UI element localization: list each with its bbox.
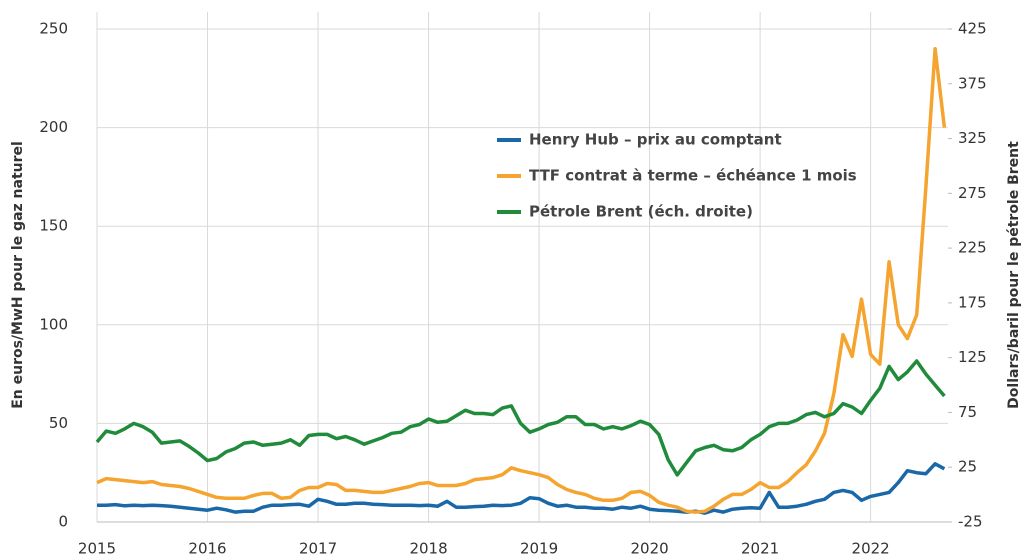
x-tick-label: 2018 <box>409 540 447 558</box>
y-axis-title: En euros/MwH pour le gaz naturel <box>10 141 26 409</box>
y2-tick-label: 225 <box>958 239 987 257</box>
y2-axis-title: Dollars/baril pour le pétrole Brent <box>1006 141 1022 409</box>
y-tick-label: 0 <box>58 513 68 531</box>
y2-tick-label: 325 <box>958 129 987 147</box>
y-tick-label: 100 <box>39 315 68 333</box>
x-tick-label: 2017 <box>299 540 337 558</box>
y2-tick-label: 75 <box>958 403 977 421</box>
y2-tick-label: 175 <box>958 293 987 311</box>
y2-tick-label: 375 <box>958 74 987 92</box>
series-line <box>95 359 946 477</box>
y-tick-label: 250 <box>39 20 68 38</box>
y-tick-label: 200 <box>39 118 68 136</box>
x-tick-label: 2015 <box>78 540 116 558</box>
y2-tick-label: 425 <box>958 20 987 38</box>
y-tick-label: 50 <box>49 414 68 432</box>
x-tick-label: 2022 <box>852 540 890 558</box>
y2-tick-label: -25 <box>958 513 983 531</box>
legend-text: Henry Hub – prix au comptant <box>529 131 782 149</box>
x-tick-label: 2016 <box>188 540 226 558</box>
series-line <box>96 46 947 514</box>
legend-text: TTF contrat à terme – échéance 1 mois <box>529 167 857 185</box>
x-tick-label: 2020 <box>631 540 669 558</box>
y2-tick-label: 25 <box>958 458 977 476</box>
x-tick-label: 2021 <box>741 540 779 558</box>
series-line <box>97 462 946 515</box>
y-tick-label: 150 <box>39 217 68 235</box>
y2-tick-label: 275 <box>958 184 987 202</box>
legend-text: Pétrole Brent (éch. droite) <box>529 203 753 221</box>
y2-tick-label: 125 <box>958 348 987 366</box>
x-tick-label: 2019 <box>520 540 558 558</box>
